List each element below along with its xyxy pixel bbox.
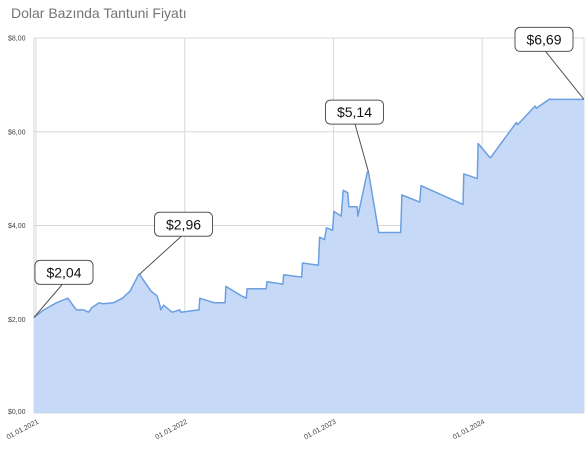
x-tick-label: 01.01.2023 — [303, 419, 337, 442]
x-tick-label: 01.01.2024 — [452, 419, 486, 442]
y-tick-label: $8,00 — [8, 36, 26, 43]
y-tick-label: $6,00 — [8, 129, 26, 136]
callout-1: $2,04 — [33, 259, 94, 318]
callout-box — [34, 259, 94, 285]
y-axis-ticks: $0,00 $2,00 $4,00 $6,00 $8,00 — [8, 36, 26, 417]
callout-3: $5,14 — [324, 99, 384, 173]
y-tick-label: $4,00 — [8, 223, 26, 230]
chart-title: Dolar Bazında Tantuni Fiyatı — [11, 5, 187, 21]
callout-pointer — [543, 49, 585, 100]
x-tick-label: 01.01.2022 — [154, 419, 188, 442]
callout-2: $2,96 — [139, 211, 214, 275]
callout-label: $2,04 — [46, 264, 81, 280]
callout-box — [154, 211, 214, 237]
callout-pointer — [353, 121, 369, 173]
callout-pointer — [33, 282, 65, 318]
y-tick-label: $0,00 — [8, 409, 26, 416]
callout-label: $2,96 — [166, 216, 201, 232]
series-line — [33, 98, 584, 318]
callouts: $2,04 $2,96 $5,14 $6,69 — [33, 26, 585, 318]
callout-box — [324, 99, 384, 125]
callout-box — [514, 26, 574, 52]
x-tick-label: 01.01.2021 — [6, 419, 40, 442]
callout-pointer — [139, 233, 184, 275]
callout-4: $6,69 — [514, 26, 585, 100]
x-axis-ticks: 01.01.2021 01.01.2022 01.01.2023 01.01.2024 — [6, 419, 486, 442]
callout-label: $6,69 — [526, 31, 561, 47]
y-tick-label: $2,00 — [8, 317, 26, 324]
area-layer — [33, 98, 584, 414]
series-area — [34, 98, 584, 414]
callout-label: $5,14 — [337, 104, 372, 120]
